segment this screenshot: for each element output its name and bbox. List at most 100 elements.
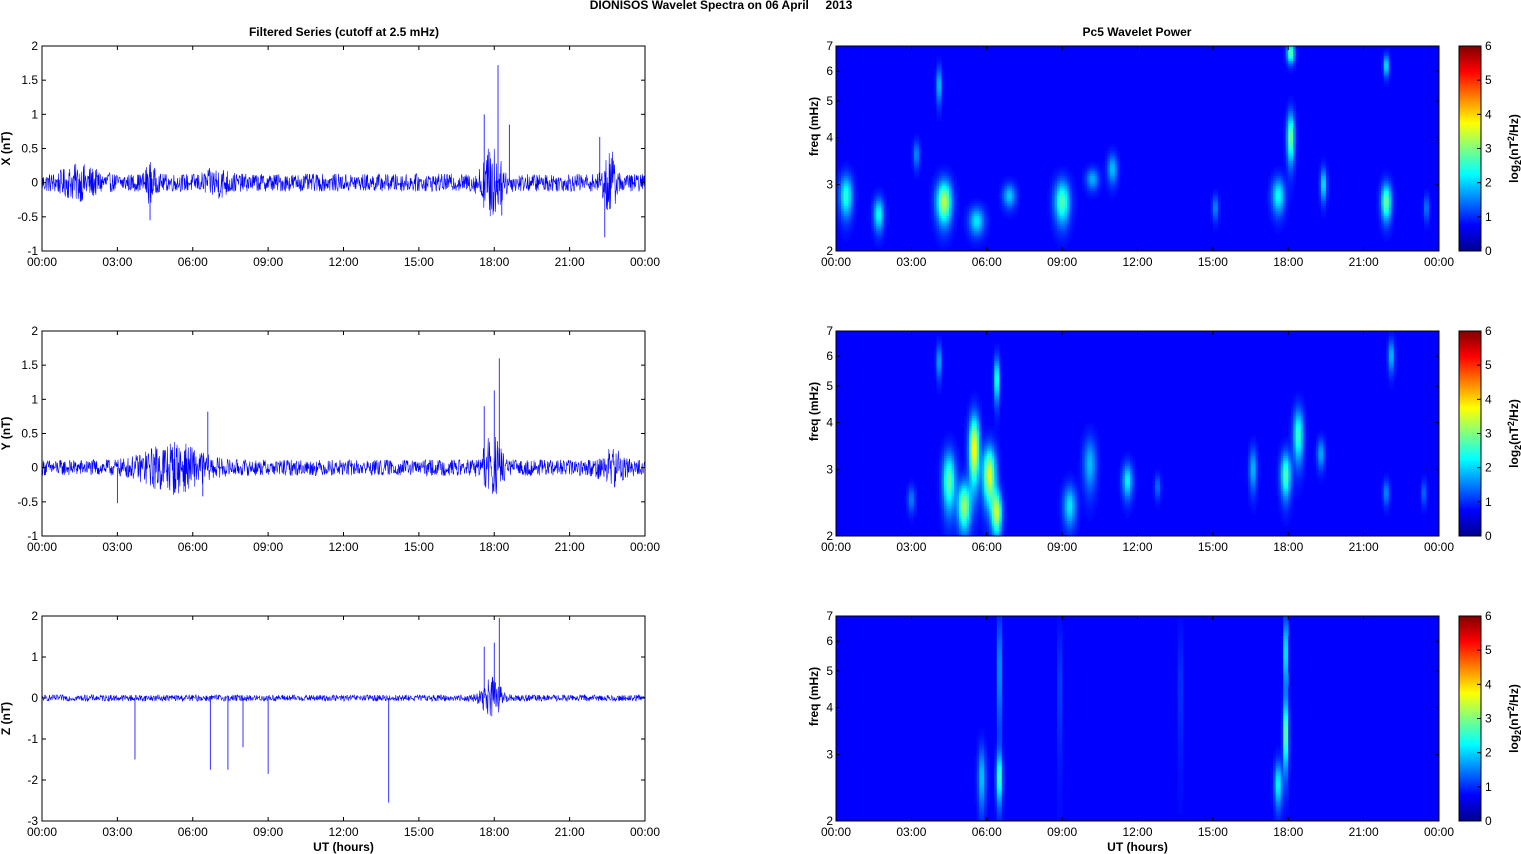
- heatmap-cell: [1295, 136, 1299, 139]
- heatmap-cell: [961, 533, 965, 537]
- heatmap-cell: [843, 206, 847, 209]
- heatmap-cell: [1114, 186, 1118, 189]
- heatmap-cell: [974, 231, 978, 234]
- heatmap-cell: [1097, 453, 1101, 457]
- heatmap-cell: [936, 236, 940, 239]
- heatmap-cell: [944, 523, 947, 527]
- heatmap-cell: [1293, 168, 1297, 172]
- heatmap-cell: [984, 473, 988, 477]
- heatmap-cell: [1084, 466, 1088, 469]
- heatmap-cell: [939, 111, 942, 114]
- heatmap-cell: [976, 218, 980, 222]
- heatmap-cell: [1087, 456, 1091, 459]
- heatmap-cell: [913, 173, 917, 177]
- heatmap-cell: [936, 381, 940, 384]
- heatmap-cell: [1006, 213, 1010, 217]
- heatmap-cell: [1062, 508, 1066, 512]
- heatmap-cell: [1077, 513, 1081, 517]
- heatmap-cell: [989, 218, 993, 222]
- heatmap-cell: [908, 493, 912, 497]
- heatmap-cell: [956, 473, 960, 477]
- heatmap-cell: [974, 531, 978, 534]
- heatmap-cell: [1215, 216, 1219, 219]
- heatmap-cell: [1097, 188, 1101, 192]
- heatmap-cell: [931, 216, 935, 219]
- heatmap-cell: [843, 186, 847, 189]
- heatmap-cell: [969, 503, 973, 507]
- heatmap-cell: [964, 518, 968, 522]
- heatmap-cell: [1084, 426, 1088, 429]
- heatmap-cell: [1069, 521, 1073, 524]
- heatmap-cell: [1323, 198, 1327, 202]
- heatmap-cell: [999, 448, 1003, 452]
- heatmap-cell: [1089, 453, 1093, 457]
- heatmap-cell: [1004, 528, 1008, 532]
- x-tick-label: 09:00: [253, 255, 283, 269]
- heatmap-cell: [936, 106, 940, 109]
- heatmap-cell: [838, 231, 842, 234]
- heatmap-cell: [1212, 216, 1216, 219]
- heatmap-cell: [1092, 508, 1096, 512]
- heatmap-cell: [936, 68, 940, 72]
- heatmap-cell: [951, 461, 955, 464]
- heatmap-cell: [944, 488, 947, 492]
- heatmap-cell: [979, 431, 983, 434]
- heatmap-cell: [936, 173, 940, 177]
- heatmap-cell: [1084, 176, 1088, 179]
- heatmap-cell: [1245, 461, 1249, 464]
- heatmap-cell: [949, 446, 952, 449]
- heatmap-cell: [848, 216, 852, 219]
- heatmap-cell: [936, 231, 940, 234]
- heatmap-cell: [941, 191, 945, 194]
- heatmap-cell: [1280, 216, 1284, 219]
- heatmap-cell: [996, 531, 1000, 534]
- heatmap-cell: [951, 206, 955, 209]
- heatmap-cell: [1062, 521, 1066, 524]
- heatmap-cell: [853, 211, 857, 214]
- heatmap-cell: [1288, 131, 1292, 134]
- heatmap-cell: [971, 508, 975, 512]
- heatmap-cell: [1049, 186, 1053, 189]
- heatmap-cell: [1084, 461, 1088, 464]
- heatmap-cell: [951, 528, 955, 532]
- heatmap-cell: [1054, 201, 1058, 204]
- heatmap-cell: [991, 513, 995, 517]
- heatmap-cell: [1079, 506, 1083, 509]
- heatmap-cell: [964, 208, 968, 212]
- heatmap-cell: [1074, 188, 1078, 192]
- heatmap-cell: [1293, 158, 1297, 162]
- heatmap-cell: [966, 506, 970, 509]
- heatmap-cell: [1293, 156, 1297, 159]
- heatmap-cell: [1245, 473, 1249, 477]
- heatmap-cell: [994, 501, 998, 504]
- heatmap-cell: [974, 443, 978, 447]
- heatmap-cell: [916, 158, 920, 162]
- heatmap-cell: [999, 463, 1003, 467]
- heatmap-cell: [846, 233, 849, 237]
- heatmap-cell: [1285, 101, 1289, 104]
- heatmap-cell: [1014, 211, 1018, 214]
- heatmap-cell: [994, 343, 998, 347]
- heatmap-cell: [1293, 53, 1297, 57]
- heatmap-cell: [966, 441, 970, 444]
- heatmap-cell: [986, 216, 990, 219]
- heatmap-cell: [971, 476, 975, 479]
- heatmap-cell: [1004, 198, 1008, 202]
- heatmap-cell: [1265, 201, 1269, 204]
- heatmap-cell: [1087, 191, 1091, 194]
- heatmap-cell: [1074, 533, 1078, 537]
- heatmap-cell: [1275, 168, 1279, 172]
- heatmap-cell: [1378, 186, 1382, 189]
- heatmap-cell: [1082, 433, 1086, 437]
- heatmap-cell: [1057, 226, 1061, 229]
- heatmap-cell: [976, 533, 980, 537]
- heatmap-cell: [1160, 493, 1164, 497]
- heatmap-cell: [1089, 443, 1093, 447]
- heatmap-cell: [1087, 503, 1091, 507]
- heatmap-cell: [979, 481, 983, 484]
- heatmap-cell: [1067, 168, 1071, 172]
- heatmap-cell: [971, 521, 975, 524]
- heatmap-cell: [966, 413, 970, 417]
- heatmap-cell: [1248, 481, 1251, 484]
- heatmap-cell: [1320, 161, 1324, 164]
